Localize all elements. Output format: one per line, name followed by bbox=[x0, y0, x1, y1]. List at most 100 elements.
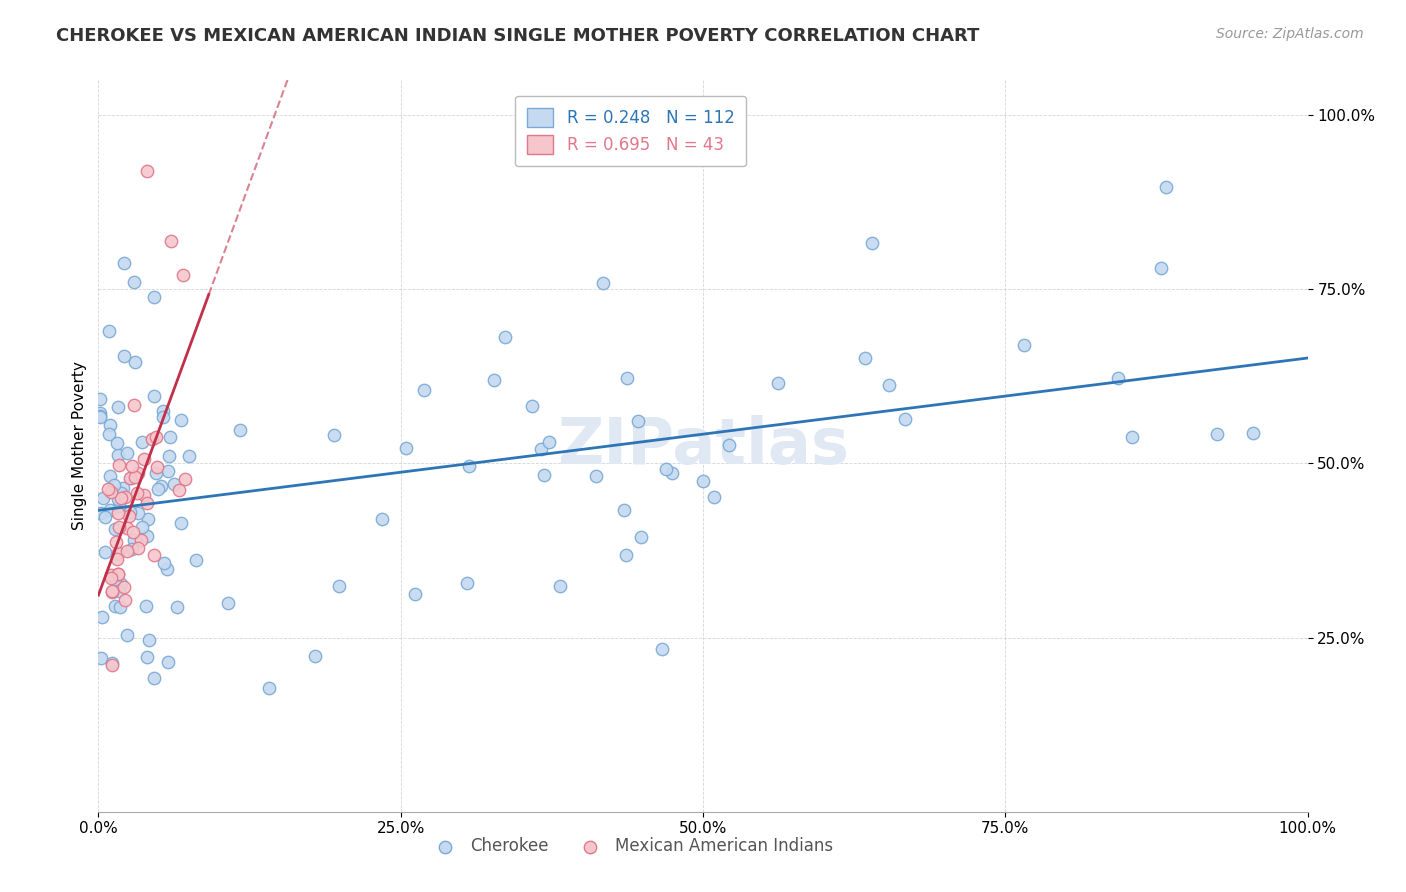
Point bbox=[110, 486, 132, 500]
Point bbox=[217, 596, 239, 610]
Point bbox=[100, 656, 122, 670]
Point bbox=[103, 478, 125, 492]
Point bbox=[107, 400, 129, 414]
Point bbox=[157, 655, 180, 669]
Point bbox=[98, 468, 121, 483]
Point bbox=[107, 567, 129, 582]
Point bbox=[404, 587, 426, 601]
Point bbox=[107, 491, 129, 506]
Point bbox=[145, 430, 167, 444]
Text: CHEROKEE VS MEXICAN AMERICAN INDIAN SINGLE MOTHER POVERTY CORRELATION CHART: CHEROKEE VS MEXICAN AMERICAN INDIAN SING… bbox=[56, 27, 980, 45]
Point bbox=[413, 383, 436, 397]
Point bbox=[146, 460, 169, 475]
Point bbox=[132, 487, 155, 501]
Point bbox=[651, 641, 673, 656]
Point bbox=[89, 406, 111, 420]
Point bbox=[1150, 261, 1173, 276]
Point bbox=[766, 376, 789, 391]
Point bbox=[91, 491, 114, 505]
Point bbox=[170, 413, 193, 427]
Point bbox=[111, 481, 134, 495]
Point bbox=[120, 506, 142, 520]
Point bbox=[304, 648, 326, 663]
Point bbox=[112, 256, 135, 270]
Point bbox=[626, 414, 648, 428]
Point bbox=[169, 483, 191, 498]
Point bbox=[108, 458, 131, 472]
Point bbox=[482, 373, 505, 387]
Point bbox=[494, 330, 516, 344]
Point bbox=[457, 459, 479, 474]
Point bbox=[160, 234, 183, 248]
Point bbox=[100, 485, 122, 500]
Point bbox=[112, 580, 135, 594]
Point bbox=[103, 599, 125, 614]
Point bbox=[143, 389, 166, 403]
Point bbox=[143, 289, 166, 303]
Point bbox=[121, 541, 143, 556]
Point bbox=[107, 566, 129, 581]
Point bbox=[110, 491, 132, 506]
Point bbox=[328, 579, 350, 593]
Legend: Cherokee, Mexican American Indians: Cherokee, Mexican American Indians bbox=[422, 830, 839, 862]
Point bbox=[142, 549, 165, 563]
Point bbox=[124, 354, 146, 368]
Point bbox=[136, 512, 159, 526]
Point bbox=[371, 512, 394, 526]
Point bbox=[533, 468, 555, 483]
Point bbox=[97, 324, 120, 338]
Point bbox=[120, 471, 142, 485]
Point bbox=[1241, 425, 1264, 440]
Point bbox=[395, 441, 418, 455]
Point bbox=[104, 523, 127, 537]
Point bbox=[548, 579, 571, 593]
Point bbox=[121, 458, 143, 473]
Point bbox=[108, 520, 131, 534]
Point bbox=[616, 371, 638, 385]
Text: ZIPatlas: ZIPatlas bbox=[557, 415, 849, 477]
Point bbox=[853, 351, 876, 366]
Point bbox=[124, 533, 146, 547]
Point bbox=[98, 426, 121, 441]
Point bbox=[149, 479, 172, 493]
Point bbox=[153, 556, 176, 570]
Point bbox=[97, 483, 120, 497]
Point bbox=[157, 450, 180, 464]
Point bbox=[120, 471, 142, 485]
Point bbox=[661, 466, 683, 480]
Point bbox=[107, 546, 129, 560]
Point bbox=[145, 466, 167, 480]
Point bbox=[131, 434, 153, 449]
Point bbox=[101, 585, 124, 599]
Point bbox=[157, 464, 180, 478]
Point bbox=[184, 553, 207, 567]
Text: Source: ZipAtlas.com: Source: ZipAtlas.com bbox=[1216, 27, 1364, 41]
Point bbox=[125, 486, 148, 500]
Point bbox=[117, 521, 139, 535]
Point bbox=[105, 534, 128, 549]
Point bbox=[90, 610, 112, 624]
Point bbox=[614, 548, 637, 562]
Point bbox=[98, 417, 121, 432]
Point bbox=[127, 541, 149, 555]
Point bbox=[135, 164, 157, 178]
Point bbox=[90, 651, 112, 665]
Point bbox=[703, 490, 725, 504]
Point bbox=[136, 529, 159, 543]
Point bbox=[585, 469, 607, 483]
Point bbox=[108, 600, 131, 615]
Point bbox=[108, 583, 131, 598]
Point bbox=[110, 577, 132, 591]
Point bbox=[138, 632, 160, 647]
Point bbox=[114, 490, 136, 504]
Point bbox=[101, 658, 124, 673]
Point bbox=[717, 438, 740, 452]
Point bbox=[322, 427, 344, 442]
Point bbox=[537, 434, 560, 449]
Point bbox=[530, 442, 553, 457]
Point bbox=[142, 672, 165, 686]
Point bbox=[104, 572, 127, 586]
Point bbox=[107, 448, 129, 462]
Point bbox=[456, 576, 478, 591]
Point bbox=[108, 499, 131, 513]
